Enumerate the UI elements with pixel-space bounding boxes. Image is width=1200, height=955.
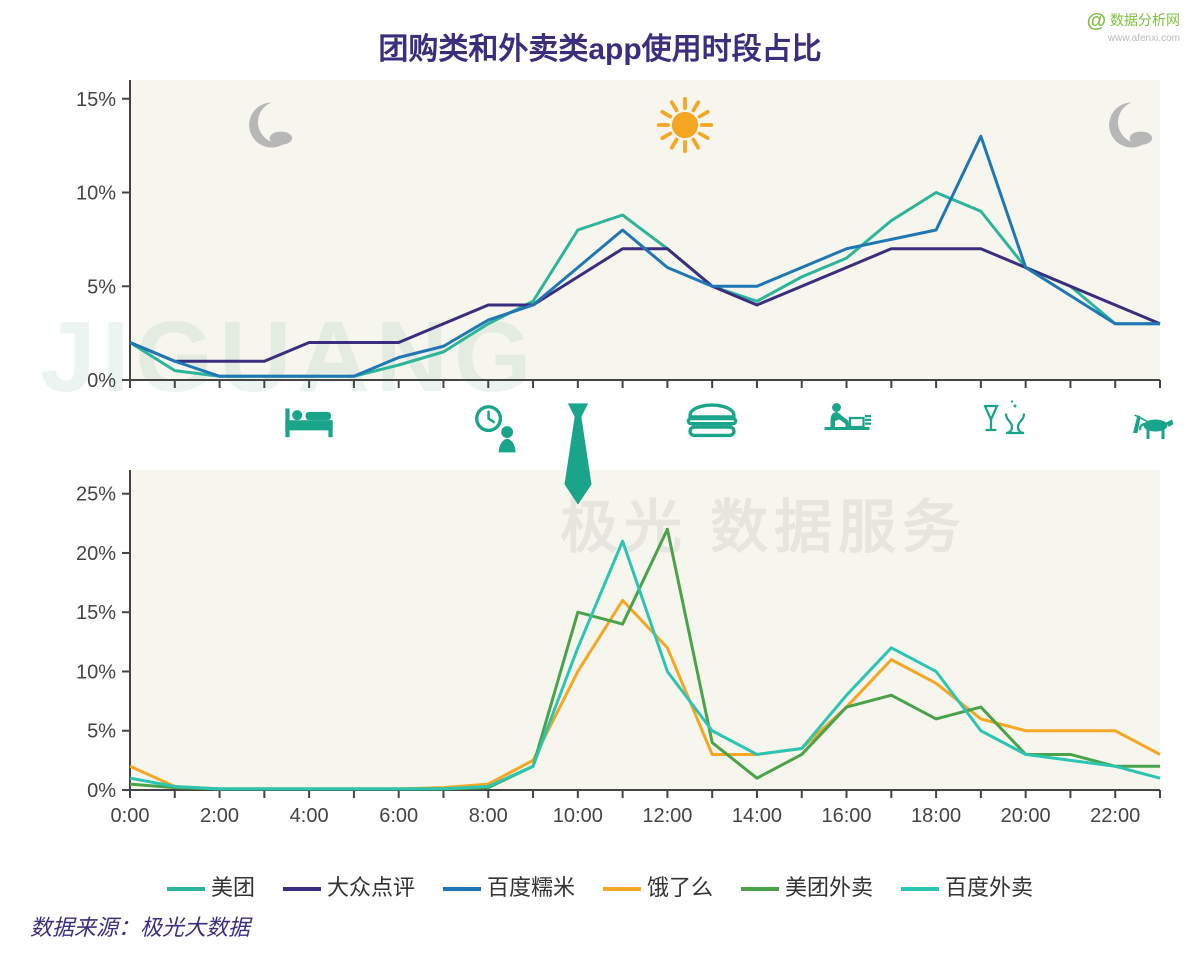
legend-swatch: [603, 887, 641, 891]
bed-icon: [282, 400, 336, 454]
svg-text:0%: 0%: [87, 370, 116, 392]
svg-text:10%: 10%: [76, 183, 116, 205]
legend-label: 大众点评: [327, 875, 415, 900]
data-source: 数据来源：极光大数据: [30, 910, 250, 942]
legend-item: 美团: [167, 870, 255, 902]
legend-label: 美团: [211, 875, 255, 900]
legend: 美团 大众点评 百度糯米 饿了么 美团外卖 百度外卖: [0, 870, 1200, 902]
svg-text:10%: 10%: [76, 661, 116, 683]
svg-text:4:00: 4:00: [290, 805, 329, 827]
svg-text:0:00: 0:00: [111, 805, 150, 827]
desk-person-icon: [820, 400, 874, 454]
svg-text:15%: 15%: [76, 89, 116, 111]
legend-item: 大众点评: [283, 870, 415, 902]
legend-item: 百度外卖: [901, 870, 1033, 902]
legend-swatch: [283, 887, 321, 891]
burger-icon: [685, 400, 739, 454]
svg-text:18:00: 18:00: [911, 805, 961, 827]
svg-text:22:00: 22:00: [1090, 805, 1140, 827]
svg-text:16:00: 16:00: [821, 805, 871, 827]
legend-item: 饿了么: [603, 870, 713, 902]
svg-text:15%: 15%: [76, 602, 116, 624]
svg-text:20:00: 20:00: [1001, 805, 1051, 827]
legend-label: 百度糯米: [487, 875, 575, 900]
svg-text:10:00: 10:00: [553, 805, 603, 827]
svg-text:5%: 5%: [87, 276, 116, 298]
tie-icon: [551, 400, 605, 454]
svg-text:5%: 5%: [87, 721, 116, 743]
svg-text:6:00: 6:00: [379, 805, 418, 827]
legend-item: 美团外卖: [741, 870, 873, 902]
svg-text:14:00: 14:00: [732, 805, 782, 827]
sun-icon: [655, 95, 715, 155]
dinner-drink-icon: [976, 400, 1030, 454]
clock-person-icon: [470, 400, 524, 454]
moon-icon: [234, 95, 294, 155]
dog-walk-icon: [1124, 400, 1178, 454]
legend-swatch: [741, 887, 779, 891]
svg-text:20%: 20%: [76, 543, 116, 565]
legend-label: 百度外卖: [945, 875, 1033, 900]
svg-text:8:00: 8:00: [469, 805, 508, 827]
svg-text:25%: 25%: [76, 484, 116, 506]
legend-item: 百度糯米: [443, 870, 575, 902]
svg-text:0%: 0%: [87, 780, 116, 802]
moon-icon: [1094, 95, 1154, 155]
svg-text:12:00: 12:00: [642, 805, 692, 827]
legend-label: 饿了么: [647, 875, 713, 900]
svg-text:2:00: 2:00: [200, 805, 239, 827]
legend-swatch: [167, 887, 205, 891]
legend-swatch: [443, 887, 481, 891]
legend-label: 美团外卖: [785, 875, 873, 900]
legend-swatch: [901, 887, 939, 891]
